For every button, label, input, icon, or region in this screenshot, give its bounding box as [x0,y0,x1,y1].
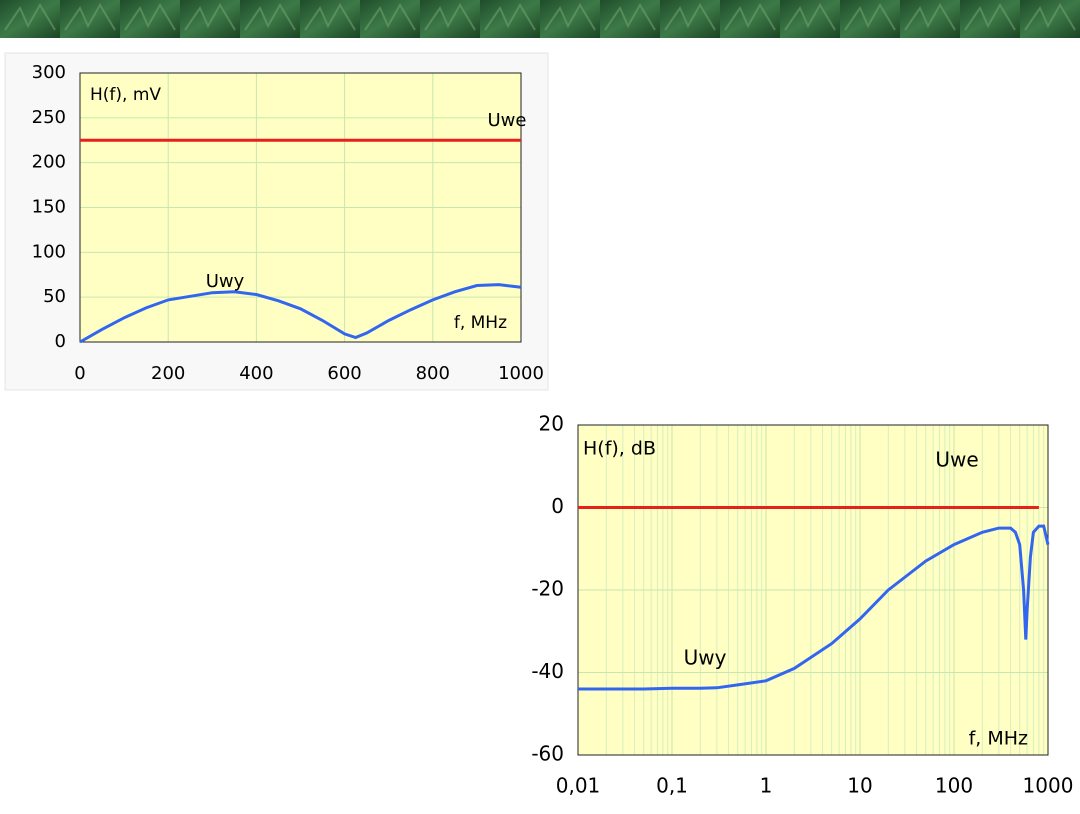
plot-border [79,72,522,343]
header-banner [0,0,1080,38]
x-tick-label: 200 [151,363,185,384]
y-tick-label: 300 [32,62,66,83]
x-tick-label: 1000 [498,363,544,384]
series-line [79,283,522,344]
series-label: Uwy [206,271,245,292]
series-label: Uwe [935,448,978,472]
y-tick-label: 20 [539,412,564,436]
x-tick-label: 0,1 [656,774,688,798]
y-axis-label: H(f), mV [90,85,161,105]
x-axis-label: f, MHz [969,728,1028,750]
x-tick-label: 0 [74,363,85,384]
x-tick-label: 1000 [1023,774,1074,798]
x-tick-label: 600 [327,363,361,384]
plot-border [577,424,1049,756]
y-tick-label: 200 [32,152,66,173]
series-line [578,524,1050,691]
x-tick-label: 1 [760,774,773,798]
series-label: Uwe [488,110,527,131]
x-axis-label: f, MHz [454,313,507,333]
x-tick-label: 100 [935,774,973,798]
y-tick-label: -20 [531,577,564,601]
x-tick-label: 10 [847,774,872,798]
y-axis-label: H(f), dB [583,438,656,460]
x-tick-label: 0,01 [556,774,601,798]
y-tick-label: 250 [32,107,66,128]
x-tick-label: 400 [239,363,273,384]
x-tick-label: 800 [416,363,450,384]
series-label: Uwy [684,646,727,670]
y-tick-label: 150 [32,197,66,218]
y-tick-label: -40 [531,659,564,683]
y-tick-label: 0 [55,331,66,352]
y-tick-label: 0 [551,494,564,518]
y-tick-label: 50 [43,286,66,307]
y-tick-label: -60 [531,742,564,766]
y-tick-label: 100 [32,241,66,262]
